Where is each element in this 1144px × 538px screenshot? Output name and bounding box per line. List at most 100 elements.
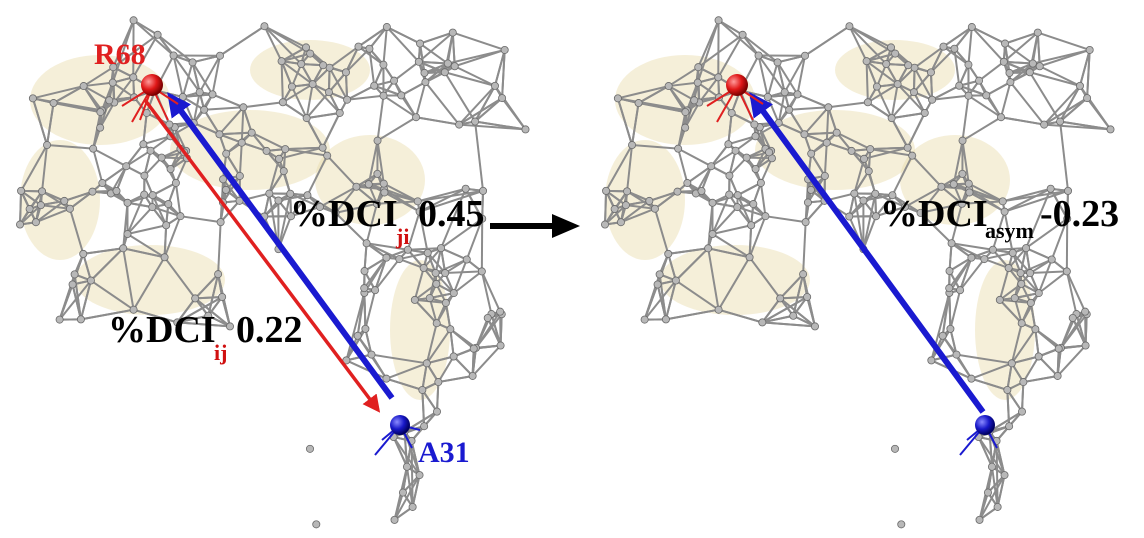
network-node (601, 220, 610, 229)
network-edge (280, 60, 293, 87)
network-edge (277, 193, 292, 250)
network-edge (971, 26, 1006, 45)
network-node (86, 276, 95, 285)
network-node (1008, 248, 1017, 257)
network-edge (1066, 190, 1070, 219)
network-node (742, 153, 751, 162)
network-node (306, 49, 315, 58)
network-edge (848, 25, 868, 62)
network-node (613, 94, 622, 103)
network-edge (620, 200, 650, 224)
network-edge (458, 85, 496, 126)
network-node (747, 221, 756, 230)
network-edge (143, 150, 152, 176)
network-edge (447, 48, 505, 65)
network-node (382, 374, 391, 383)
network-node (354, 42, 363, 51)
network-edge (174, 157, 188, 184)
network-node (860, 154, 869, 163)
network-edge (929, 72, 934, 100)
network-node (171, 178, 180, 187)
network-node (17, 186, 26, 195)
network-edge (474, 121, 485, 191)
network-edge (1059, 120, 1111, 131)
network-edge (161, 156, 187, 160)
network-edge (386, 26, 421, 45)
network-edge (962, 116, 1002, 142)
network-edge (435, 258, 468, 274)
network-node (277, 57, 286, 66)
network-node (1106, 125, 1115, 134)
network-edge (181, 62, 194, 98)
network-edge (421, 363, 428, 391)
network-node (1053, 371, 1062, 380)
network-edge (407, 249, 425, 269)
network-edge (382, 94, 417, 119)
network-edge (950, 242, 972, 259)
network-edge (347, 94, 384, 101)
network-edge (802, 222, 807, 275)
network-edge (115, 165, 128, 192)
network-edge (778, 122, 805, 136)
network-node (157, 153, 166, 162)
network-edge (243, 101, 283, 109)
network-node (1047, 255, 1056, 264)
network-node (352, 182, 361, 191)
network-edge (415, 81, 427, 118)
network-node (946, 324, 955, 333)
network-edge (999, 299, 1023, 324)
network-edge (414, 299, 438, 324)
network-node (331, 208, 340, 217)
network-edge (912, 67, 916, 93)
network-node (218, 292, 227, 301)
network-edge (363, 243, 368, 272)
network-node (437, 244, 446, 253)
network-edge (956, 353, 1012, 365)
network-node (169, 51, 178, 60)
network-edge (961, 95, 970, 141)
network-edge (971, 26, 1005, 63)
network-node (1007, 359, 1016, 368)
network-node (1046, 184, 1055, 193)
network-node (408, 502, 417, 511)
network-edge (198, 55, 221, 93)
network-node (76, 315, 85, 324)
network-node (1056, 117, 1065, 126)
network-node (1004, 264, 1013, 273)
network-edge (281, 46, 307, 63)
network-edge (792, 273, 805, 316)
network-node (806, 185, 815, 194)
network-edge (913, 67, 933, 101)
network-edge (968, 188, 1006, 213)
network-edge (285, 146, 323, 151)
network-edge (757, 55, 769, 98)
network-edge (393, 474, 421, 521)
network-edge (870, 146, 908, 151)
network-node (745, 253, 754, 262)
network-edge (434, 247, 443, 274)
residue-r68-node-right (726, 74, 748, 96)
network-edge (797, 93, 829, 109)
network-node (683, 179, 692, 188)
network-node (952, 350, 961, 359)
network-edge (617, 97, 688, 112)
network-edge (826, 141, 852, 152)
network-node (964, 91, 973, 100)
network-edge (305, 83, 314, 119)
network-edge (126, 194, 146, 235)
network-edge (419, 187, 467, 213)
network-edge (1019, 272, 1040, 294)
network-node (382, 253, 391, 262)
network-node (995, 295, 1004, 304)
network-edge (1043, 97, 1088, 126)
network-edge (951, 242, 985, 260)
network-edge (971, 362, 1013, 380)
network-node (800, 51, 809, 60)
network-edge (951, 242, 994, 251)
network-edge (474, 120, 526, 131)
network-edge (1020, 292, 1040, 324)
network-edge (931, 84, 960, 101)
network-edge (419, 43, 426, 74)
network-edge (1086, 97, 1112, 131)
network-edge (959, 257, 973, 291)
